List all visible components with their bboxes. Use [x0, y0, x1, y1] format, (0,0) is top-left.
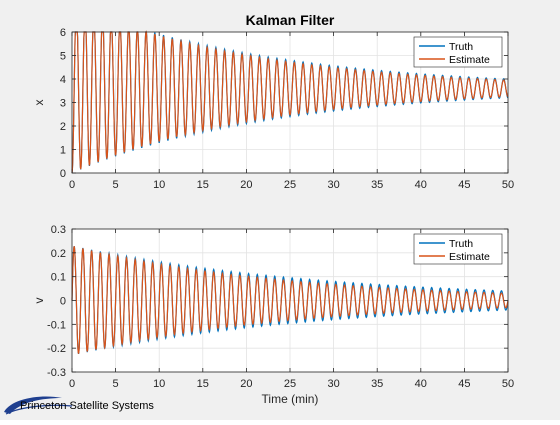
y-tick-label: 0.1	[51, 272, 66, 284]
x-tick-label: 50	[502, 179, 514, 191]
legend-label-estimate: Estimate	[449, 54, 490, 66]
chart-title: Kalman Filter	[246, 12, 335, 28]
logo-label: Princeton Satellite Systems	[20, 400, 154, 412]
series-line-estimate	[71, 30, 509, 174]
x-tick-label: 25	[284, 378, 296, 390]
x-tick-label: 5	[113, 378, 119, 390]
x-tick-label: 35	[371, 179, 383, 191]
y-tick-label: -0.3	[47, 367, 66, 379]
x-tick-label: 15	[197, 378, 209, 390]
x-axis-label: Time (min)	[262, 392, 319, 406]
series-line-estimate	[71, 246, 509, 354]
legend-label-truth: Truth	[449, 41, 473, 53]
y-axis-label: x	[32, 100, 46, 106]
x-tick-label: 45	[458, 179, 470, 191]
x-tick-label: 30	[327, 179, 339, 191]
x-tick-label: 25	[284, 179, 296, 191]
y-tick-label: 0.2	[51, 248, 66, 260]
legend-box	[413, 233, 503, 265]
x-tick-label: 20	[240, 378, 252, 390]
legend-label-truth: Truth	[449, 238, 473, 250]
x-tick-label: 45	[458, 378, 470, 390]
y-tick-label: -0.2	[47, 343, 66, 355]
legend-box	[413, 36, 503, 68]
y-tick-label: -0.1	[47, 319, 66, 331]
y-tick-label: 5	[60, 51, 66, 63]
legend-label-estimate: Estimate	[449, 251, 490, 263]
y-axis-label: v	[32, 298, 46, 304]
y-tick-label: 6	[60, 27, 66, 39]
x-tick-label: 35	[371, 378, 383, 390]
x-tick-label: 15	[197, 179, 209, 191]
x-tick-label: 30	[327, 378, 339, 390]
x-tick-label: 10	[153, 378, 165, 390]
x-tick-label: 20	[240, 179, 252, 191]
x-tick-label: 40	[415, 378, 427, 390]
y-tick-label: 3	[60, 98, 66, 110]
y-tick-label: 4	[60, 74, 66, 86]
x-tick-label: 40	[415, 179, 427, 191]
y-tick-label: 1	[60, 145, 66, 157]
x-tick-label: 0	[69, 378, 75, 390]
x-tick-label: 5	[113, 179, 119, 191]
y-tick-label: 2	[60, 121, 66, 133]
y-tick-label: 0	[60, 296, 66, 308]
x-tick-label: 0	[69, 179, 75, 191]
princeton-satellite-logo-icon	[4, 396, 73, 415]
y-tick-label: 0.3	[51, 224, 66, 236]
x-tick-label: 10	[153, 179, 165, 191]
y-tick-label: 0	[60, 168, 66, 180]
x-tick-label: 50	[502, 378, 514, 390]
